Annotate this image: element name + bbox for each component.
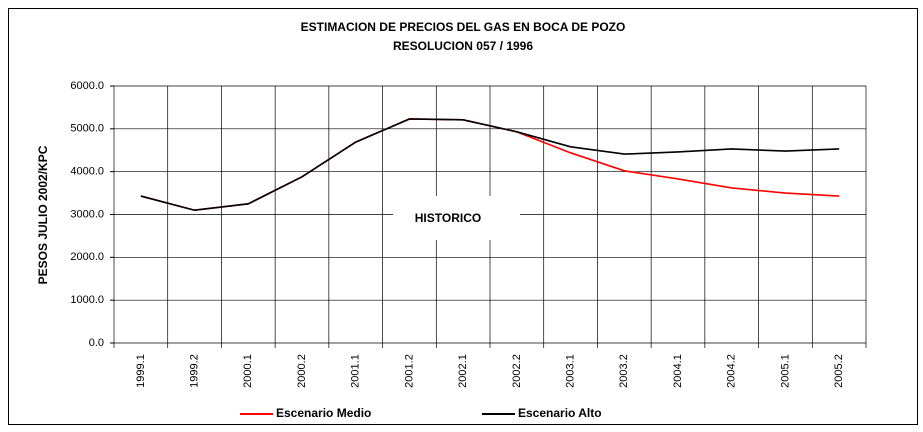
x-tick-label: 2005.1: [779, 354, 791, 388]
annotation: HISTORICO: [415, 211, 481, 225]
y-tick-label: 3000.0: [70, 208, 104, 220]
y-tick-label: 6000.0: [70, 80, 104, 92]
y-tick-label: 1000.0: [70, 294, 104, 306]
x-tick-label: 2003.1: [564, 354, 576, 388]
annotation-box: [393, 196, 520, 240]
x-tick-label: 2003.2: [618, 354, 630, 388]
x-tick-label: 1999.2: [188, 354, 200, 388]
x-tick-label: 2000.1: [242, 354, 254, 388]
y-tick-label: 0.0: [89, 337, 104, 349]
x-tick-label: 2005.2: [833, 354, 845, 388]
series-line: [140, 118, 840, 212]
x-tick-label: 1999.1: [135, 354, 147, 388]
x-tick-label: 2004.2: [726, 354, 738, 388]
y-tick-label: 4000.0: [70, 166, 104, 178]
x-tick-label: 2004.1: [672, 354, 684, 388]
legend-label: Escenario Medio: [276, 406, 371, 420]
x-tick-label: 2001.1: [350, 354, 362, 388]
x-tick-label: 2002.1: [457, 354, 469, 388]
x-tick-label: 2001.2: [403, 354, 415, 388]
y-tick-label: 5000.0: [70, 123, 104, 135]
x-tick-label: 2000.2: [296, 354, 308, 388]
x-tick-label: 2002.2: [511, 354, 523, 388]
chart-title: ESTIMACION DE PRECIOS DEL GAS EN BOCA DE…: [301, 20, 626, 34]
y-axis-label: PESOS JULIO 2002/KPC: [36, 145, 50, 284]
chart-subtitle: RESOLUCION 057 / 1996: [393, 39, 533, 53]
legend-label: Escenario Alto: [518, 406, 602, 420]
y-tick-label: 2000.0: [70, 251, 104, 263]
